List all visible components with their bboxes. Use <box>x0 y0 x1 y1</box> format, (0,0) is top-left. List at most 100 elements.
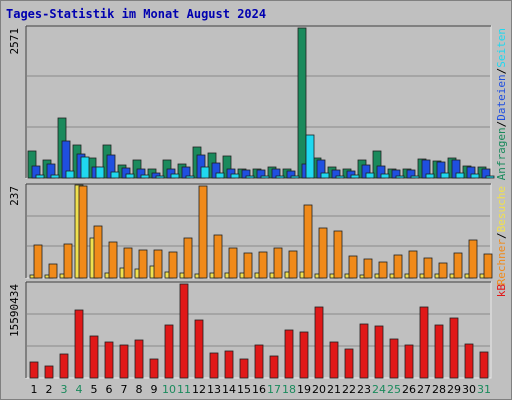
day-label-19: 19 <box>297 383 311 396</box>
legend-entry-top-0: Anfragen <box>495 127 508 180</box>
bar-bottom-kb-day-23 <box>359 323 369 379</box>
bar-bottom-kb-day-5 <box>89 335 99 379</box>
bar-top-seiten-day-1 <box>35 174 45 179</box>
day-label-8: 8 <box>136 383 143 396</box>
bar-top-seiten-day-17 <box>275 175 285 179</box>
bar-top-seiten-day-21 <box>335 175 345 179</box>
bar-top-seiten-day-28 <box>440 172 450 179</box>
bar-bottom-kb-day-7 <box>119 344 129 379</box>
bar-bottom-kb-day-11 <box>179 283 189 379</box>
day-label-20: 20 <box>312 383 326 396</box>
legend-entry-middle-0: Rechner <box>495 239 508 286</box>
bar-top-seiten-day-6 <box>110 171 120 179</box>
day-label-27: 27 <box>417 383 431 396</box>
day-label-18: 18 <box>282 383 296 396</box>
legend-entry-bottom-0: kB <box>495 284 508 298</box>
bar-top-seiten-day-23 <box>365 172 375 179</box>
bar-top-seiten-day-9 <box>155 175 165 179</box>
right-legend-middle: Rechner/Besuche <box>495 186 508 285</box>
day-label-23: 23 <box>357 383 371 396</box>
bar-bottom-kb-day-10 <box>164 324 174 379</box>
bar-top-seiten-day-15 <box>245 175 255 179</box>
day-label-12: 12 <box>192 383 206 396</box>
bar-top-seiten-day-10 <box>170 173 180 179</box>
legend-entry-middle-2: Besuche <box>495 186 508 232</box>
bar-bottom-kb-day-12 <box>194 319 204 379</box>
bar-middle-rechner-day-22 <box>348 255 358 279</box>
bar-middle-rechner-day-16 <box>258 251 268 279</box>
bar-bottom-kb-day-15 <box>239 358 249 379</box>
bar-top-seiten-day-25 <box>395 175 405 179</box>
legend-entry-top-3: / <box>495 68 508 75</box>
bar-middle-rechner-day-1 <box>33 244 43 279</box>
bar-bottom-kb-day-3 <box>59 353 69 379</box>
day-label-17: 17 <box>267 383 281 396</box>
day-label-10: 10 <box>162 383 176 396</box>
bar-top-seiten-day-4 <box>80 156 90 179</box>
bar-top-seiten-day-5 <box>95 166 105 179</box>
day-label-16: 16 <box>252 383 266 396</box>
bar-middle-rechner-day-21 <box>333 230 343 279</box>
day-label-13: 13 <box>207 383 221 396</box>
bar-top-seiten-day-31 <box>485 175 495 179</box>
bar-middle-rechner-day-12 <box>198 185 208 279</box>
bar-middle-rechner-day-10 <box>168 251 178 279</box>
day-label-22: 22 <box>342 383 356 396</box>
bar-top-seiten-day-27 <box>425 173 435 179</box>
bar-top-seiten-day-24 <box>380 173 390 179</box>
bar-bottom-kb-day-6 <box>104 341 114 379</box>
bar-bottom-kb-day-28 <box>434 324 444 379</box>
bar-bottom-kb-day-13 <box>209 352 219 379</box>
bar-middle-rechner-day-3 <box>63 243 73 279</box>
bar-middle-rechner-day-9 <box>153 249 163 279</box>
bar-bottom-kb-day-25 <box>389 338 399 379</box>
bar-top-seiten-day-3 <box>65 170 75 179</box>
bar-bottom-kb-day-27 <box>419 306 429 379</box>
legend-entry-middle-1: / <box>495 232 508 239</box>
day-label-30: 30 <box>462 383 476 396</box>
bar-middle-rechner-day-23 <box>363 258 373 279</box>
bar-middle-rechner-day-19 <box>303 204 313 279</box>
bar-bottom-kb-day-22 <box>344 348 354 379</box>
day-label-5: 5 <box>91 383 98 396</box>
legend-entry-top-2: Dateien <box>495 74 508 120</box>
bar-middle-rechner-day-25 <box>393 254 403 279</box>
bar-bottom-kb-day-1 <box>29 361 39 379</box>
bar-middle-rechner-day-8 <box>138 249 148 279</box>
bar-bottom-kb-day-2 <box>44 365 54 379</box>
day-label-31: 31 <box>477 383 491 396</box>
day-label-4: 4 <box>76 383 83 396</box>
day-label-28: 28 <box>432 383 446 396</box>
bar-top-seiten-day-14 <box>230 173 240 179</box>
day-label-26: 26 <box>402 383 416 396</box>
bar-top-seiten-day-18 <box>290 175 300 179</box>
bar-bottom-kb-day-30 <box>464 343 474 379</box>
bar-top-seiten-day-26 <box>410 175 420 179</box>
bar-middle-rechner-day-13 <box>213 234 223 279</box>
bar-bottom-kb-day-8 <box>134 339 144 379</box>
bar-middle-rechner-day-11 <box>183 237 193 279</box>
bar-bottom-kb-day-18 <box>284 329 294 379</box>
bar-bottom-kb-day-9 <box>149 358 159 379</box>
day-label-6: 6 <box>106 383 113 396</box>
bar-middle-rechner-day-5 <box>93 225 103 279</box>
y-max-label-bottom: 15590434 <box>8 284 21 337</box>
bar-top-seiten-day-13 <box>215 172 225 179</box>
right-legend-top: Anfragen/Dateien/Seiten <box>495 28 508 180</box>
bar-middle-rechner-day-2 <box>48 263 58 279</box>
chart-title: Tages-Statistik im Monat August 2024 <box>6 7 267 21</box>
day-label-2: 2 <box>46 383 53 396</box>
bar-top-seiten-day-12 <box>200 166 210 179</box>
day-label-29: 29 <box>447 383 461 396</box>
bar-top-anfragen-day-19 <box>297 27 307 179</box>
bar-top-seiten-day-30 <box>470 173 480 179</box>
bar-bottom-kb-day-26 <box>404 344 414 379</box>
bar-bottom-kb-day-31 <box>479 351 489 379</box>
bar-bottom-kb-day-21 <box>329 341 339 379</box>
day-label-7: 7 <box>121 383 128 396</box>
bar-middle-rechner-day-6 <box>108 241 118 279</box>
day-label-11: 11 <box>177 383 191 396</box>
bar-middle-rechner-day-15 <box>243 252 253 279</box>
bar-middle-rechner-day-26 <box>408 250 418 279</box>
